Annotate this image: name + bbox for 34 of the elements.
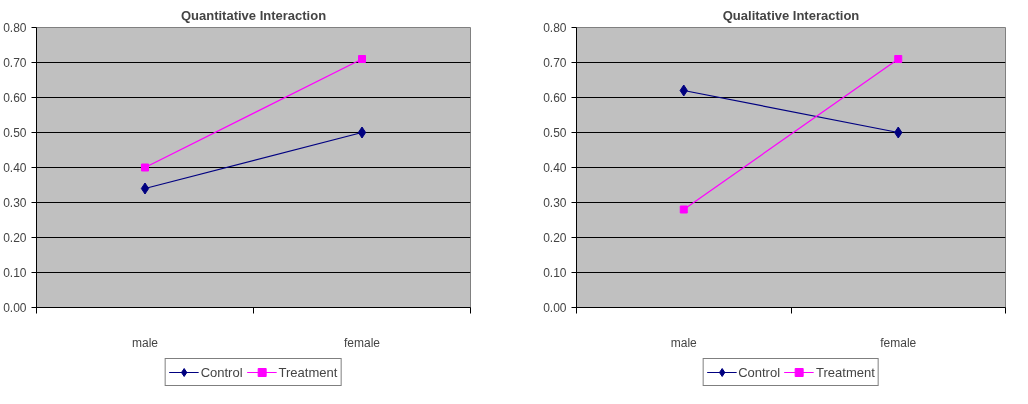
y-tick-label: 0.30 — [543, 196, 567, 210]
legend-label: Control — [200, 364, 243, 380]
y-tick-label: 0.20 — [543, 231, 567, 245]
y-tick-label: 0.80 — [3, 21, 27, 35]
point — [141, 163, 149, 172]
point — [140, 182, 150, 195]
y-tick-label: 0.40 — [3, 161, 27, 175]
legend-label: Control — [738, 364, 781, 380]
y-tick-label: 0.30 — [3, 196, 27, 210]
point — [358, 55, 366, 63]
y-tick-label: 0.80 — [543, 21, 567, 35]
chart-title: Qualitative Interaction — [722, 7, 860, 23]
legend-label: Treatment — [278, 364, 338, 380]
y-tick-label: 0.50 — [3, 126, 27, 140]
chart-title: Quantitative Interaction — [180, 7, 327, 23]
point — [357, 126, 367, 139]
y-tick-label: 0.70 — [543, 56, 567, 70]
point — [679, 205, 688, 214]
y-tick-label: 0.10 — [3, 266, 27, 280]
y-tick-label: 0.70 — [3, 56, 27, 70]
x-tick-label: male — [670, 335, 698, 350]
y-tick-label: 0.40 — [543, 161, 567, 175]
y-tick-label: 0.10 — [543, 266, 567, 280]
x-tick-label: female — [343, 335, 381, 350]
y-tick-label: 0.60 — [3, 91, 27, 105]
legend-label: Treatment — [816, 364, 875, 380]
y-tick-label: 0.00 — [543, 301, 567, 315]
x-tick-label: male — [132, 335, 159, 350]
y-tick-label: 0.20 — [3, 231, 27, 245]
y-tick-label: 0.00 — [3, 301, 27, 315]
y-tick-label: 0.50 — [543, 126, 567, 140]
point — [894, 55, 903, 63]
x-tick-label: female — [880, 335, 917, 350]
y-tick-label: 0.60 — [543, 91, 567, 105]
